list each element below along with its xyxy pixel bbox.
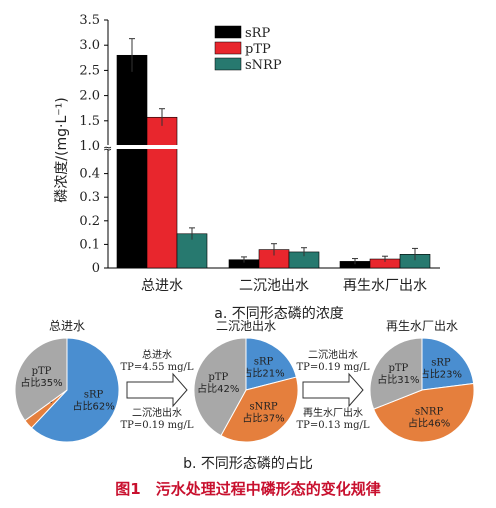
legend-label-sRP: sRP	[245, 26, 270, 41]
y-tick-label: 0.4	[79, 167, 100, 182]
pie-slice-sRP	[30, 337, 120, 443]
arrow-top-value: TP=4.55 mg/L	[120, 362, 193, 373]
pie-slice-percent: 占比62%	[72, 400, 114, 413]
pie-title: 二沉池出水	[216, 319, 276, 333]
pie-slice-percent: 占比23%	[420, 368, 462, 381]
bars	[116, 38, 431, 269]
arrow-bottom-value: TP=0.19 mg/L	[120, 420, 193, 431]
pie-slice-percent: 占比42%	[197, 382, 239, 395]
pie-slice-pTP	[14, 337, 68, 422]
pie-slice-name: pTP	[208, 372, 228, 383]
pie-slice-percent: 占比37%	[242, 412, 284, 425]
legend-swatch-sRP	[214, 25, 242, 39]
pie-slice-name: pTP	[32, 366, 52, 377]
y-axis-label: 磷浓度/(mg·L⁻¹)	[54, 97, 70, 202]
pie-slice-percent: 占比21%	[242, 366, 284, 379]
pie-slice-percent: 占比46%	[408, 417, 450, 430]
legend-swatch-sNRP	[214, 57, 242, 71]
y-tick-label: 0	[92, 261, 100, 276]
bar-chart: 0 0.1 0.2 0.3 0.4 1.0 1.5 2.0 2.5 3.0 3.5 ≈ 磷浓度/(m…	[54, 13, 440, 322]
panel-b-title: b. 不同形态磷的占比	[183, 456, 313, 472]
y-ticks: 0 0.1 0.2 0.3 0.4 1.0 1.5 2.0 2.5 3.0 3.5	[79, 13, 108, 276]
pie-slice-name: sRP	[431, 358, 451, 369]
legend-swatch-pTP	[214, 41, 242, 55]
arrow-top-label: 总进水	[142, 348, 172, 361]
x-category-label: 二沉池出水	[239, 278, 309, 294]
legend-label-pTP: pTP	[245, 42, 271, 57]
pie-title: 总进水	[49, 319, 85, 333]
pie-slice-pTP	[193, 337, 247, 437]
pie-slice-name: sNRP	[249, 402, 277, 413]
pie-slice-name: sRP	[254, 356, 274, 367]
arrow-shape	[126, 372, 188, 408]
y-tick-label: 3.0	[79, 38, 100, 53]
axis-break-gap	[104, 145, 364, 149]
y-tick-label: 2.5	[79, 63, 100, 78]
arrow-bottom-value: TP=0.13 mg/L	[296, 420, 369, 431]
pie-slice-sRP	[245, 337, 297, 391]
panel-a-title: a. 不同形态磷的浓度	[214, 306, 343, 322]
pie-slice-sNRP	[220, 376, 299, 443]
y-tick-label: 0.1	[79, 237, 100, 252]
axis-break-mark: ≈	[103, 142, 112, 155]
y-tick-label: 3.5	[79, 13, 100, 28]
arrow-top-label: 二沉池出水	[308, 348, 358, 361]
pie-slice-name: sNRP	[415, 407, 443, 418]
pie-slice-pTP	[369, 337, 423, 410]
y-tick-label: 1.0	[79, 139, 100, 154]
pie-panel: 总进水sRP占比62%sNRP占比3%pTP占比35%二沉池出水sRP占比21%…	[14, 319, 475, 472]
x-labels: 总进水 二沉池出水 再生水厂出水	[141, 278, 427, 294]
x-category-label: 总进水	[141, 278, 183, 294]
y-tick-label: 2.0	[79, 89, 100, 104]
legend-label-sNRP: sNRP	[245, 58, 282, 73]
bar-sRP	[116, 54, 148, 269]
y-tick-label: 0.3	[79, 190, 100, 205]
y-tick-label: 0.2	[79, 214, 100, 229]
figure-caption: 图1 污水处理过程中磷形态的变化规律	[115, 480, 380, 498]
pie-slice-name: pTP	[388, 363, 408, 374]
pie-slice-percent: 占比31%	[377, 373, 419, 386]
x-category-label: 再生水厂出水	[343, 278, 427, 294]
arrow-shape	[302, 372, 364, 408]
pie-slice-sNRP	[373, 382, 475, 443]
bar-pTP	[146, 116, 178, 269]
arrow-bottom-label: 再生水厂出水	[303, 406, 363, 419]
pies: 总进水sRP占比62%sNRP占比3%pTP占比35%二沉池出水sRP占比21%…	[14, 319, 475, 443]
arrow-top-value: TP=0.19 mg/L	[296, 362, 369, 373]
pie-slice-name: sRP	[84, 390, 104, 401]
arrow-bottom-label: 二沉池出水	[132, 406, 182, 419]
pie-title: 再生水厂出水	[386, 319, 458, 333]
pie-slice-percent: 占比35%	[20, 376, 62, 389]
pie-slice-sRP	[421, 337, 475, 391]
y-tick-label: 1.5	[79, 114, 100, 129]
